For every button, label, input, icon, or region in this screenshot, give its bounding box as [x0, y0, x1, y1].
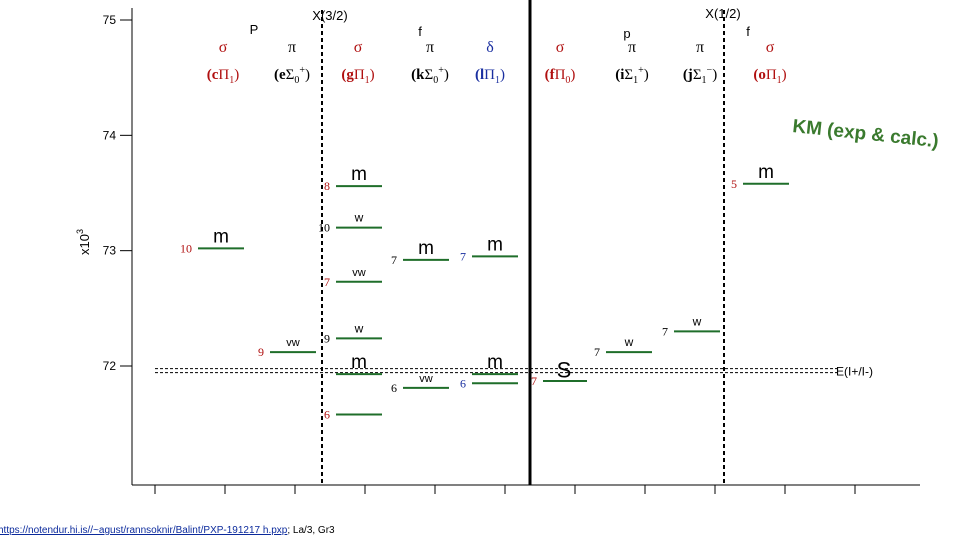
level-tag-13: S: [557, 358, 572, 383]
column-symbol-0: σ: [219, 39, 228, 56]
column-symbol-2: σ: [354, 39, 363, 56]
column-symbol-5: σ: [556, 39, 565, 56]
level-vib-2: 10: [318, 221, 330, 235]
level-vib-15: 7: [594, 345, 600, 359]
column-term-2: (gΠ1): [341, 67, 374, 86]
column-dividers: [321, 0, 725, 485]
annotation-layer: KM (exp & calc.): [791, 116, 939, 152]
column-term-5: (fΠ0): [545, 67, 576, 86]
column-term-6: (iΣ1+): [615, 65, 649, 86]
column-symbol-3: π: [426, 39, 434, 56]
column-term-0: (cΠ1): [207, 67, 240, 86]
energy-levels: 10 m 9 vw 10 w 9 w 8 m 7 vw m 6 7 m 6 vw 7 m m 6 S 7 7 w 7 w 5 m: [180, 162, 789, 421]
y-tick-label-72: 72: [103, 359, 117, 373]
level-vib-10: 7: [460, 249, 466, 263]
level-tag-16: w: [692, 314, 702, 328]
level-vib-8: 7: [391, 253, 397, 267]
source-link[interactable]: https://notendur.hi.is//~agust/rannsokni…: [0, 525, 288, 536]
level-tag-6: m: [351, 352, 367, 373]
header-5: f: [746, 24, 750, 39]
ref-line-label: E(I+/I-): [836, 365, 873, 379]
y-tick-label-75: 75: [103, 13, 117, 27]
level-tag-17: m: [758, 162, 774, 183]
level-tag-10: m: [487, 234, 503, 255]
column-term-3: (kΣ0+): [411, 65, 449, 86]
column-symbol-8: σ: [766, 39, 775, 56]
level-vib-9: 6: [391, 381, 397, 395]
level-vib-3: 9: [324, 331, 330, 345]
level-tag-4: m: [351, 164, 367, 185]
column-term-7: (jΣ1−): [683, 65, 717, 86]
level-vib-12: 6: [460, 376, 466, 390]
level-vib-17: 5: [731, 177, 737, 191]
column-term-8: (oΠ1): [753, 67, 786, 86]
level-vib-0: 10: [180, 241, 192, 255]
level-vib-7: 6: [324, 407, 330, 421]
level-tag-3: w: [354, 321, 364, 335]
y-tick-label-73: 73: [103, 244, 117, 258]
header-4: X(1/2): [705, 6, 740, 21]
reference-line-layer: E(I+/I-): [155, 365, 873, 379]
column-symbol-7: π: [696, 39, 704, 56]
level-vib-1: 9: [258, 345, 264, 359]
level-tag-1: vw: [286, 337, 300, 349]
y-tick-label-74: 74: [103, 128, 117, 142]
level-vib-5: 7: [324, 275, 330, 289]
level-tag-5: vw: [352, 267, 366, 279]
column-symbol-4: δ: [486, 39, 494, 56]
header-3: p: [623, 26, 630, 41]
source-footer: https://notendur.hi.is//~agust/rannsokni…: [0, 525, 335, 536]
annotation-km: KM (exp & calc.): [791, 116, 939, 152]
column-symbol-6: π: [628, 39, 636, 56]
level-vib-14: 7: [531, 374, 537, 388]
header-0: P: [250, 22, 259, 37]
column-term-4: (lΠ1): [475, 67, 505, 86]
header-1: X(3/2): [312, 8, 347, 23]
level-vib-16: 7: [662, 324, 668, 338]
level-tag-2: w: [354, 211, 364, 225]
level-tag-8: m: [418, 238, 434, 259]
column-symbol-1: π: [288, 39, 296, 56]
level-tag-15: w: [624, 335, 634, 349]
level-tag-0: m: [213, 226, 229, 247]
header-2: f: [418, 24, 422, 39]
level-tag-11: m: [487, 352, 503, 373]
y-axis-label: x103: [75, 229, 92, 255]
source-footer-rest: ; La/3, Gr3: [287, 525, 335, 536]
column-headers: P X(3/2) f p X(1/2) f σ (cΠ1) π (eΣ0+) σ (gΠ1) π (kΣ0…: [207, 6, 787, 86]
level-tag-9: vw: [419, 373, 433, 385]
column-term-1: (eΣ0+): [274, 65, 310, 86]
level-vib-4: 8: [324, 179, 330, 193]
